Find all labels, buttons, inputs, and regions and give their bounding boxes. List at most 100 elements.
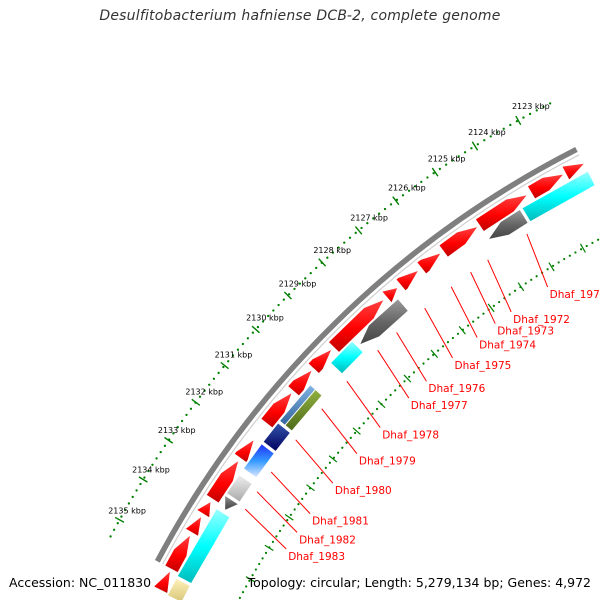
outer-dot-mark <box>109 535 112 538</box>
inner-dot-mark <box>432 353 435 356</box>
inner-dot-mark <box>282 524 285 527</box>
inner-dot-mark <box>362 422 365 425</box>
gene-leader-line <box>270 471 311 514</box>
tick-ring: 2123 kbp 2124 kbp 2125 kbp 2126 kbp 2127 kbp… <box>108 102 600 599</box>
outer-dot-mark <box>432 172 435 175</box>
genome-backbone <box>154 147 578 563</box>
inner-dot-mark <box>389 393 392 397</box>
inner-dot-mark <box>456 332 460 335</box>
tick-label: 2129 kbp <box>279 279 317 288</box>
map-title: Desulfitobacterium hafniense DCB-2, comp… <box>99 8 501 24</box>
inner-dot-mark <box>353 431 357 435</box>
outer-dot-mark <box>463 151 467 154</box>
outer-tick-mark <box>220 361 229 370</box>
outer-tick-mark <box>114 516 125 523</box>
inner-dot-mark <box>585 244 588 248</box>
inner-dot-mark <box>258 562 261 566</box>
outer-dot-mark <box>120 515 123 518</box>
gene-leader-line <box>377 349 410 399</box>
inner-tick-mark <box>284 514 294 521</box>
inner-dot-mark <box>579 248 583 251</box>
cds-block <box>417 253 441 274</box>
outer-dot-mark <box>172 432 175 435</box>
outer-dot-mark <box>176 426 179 429</box>
outer-dot-mark <box>535 109 538 112</box>
cds-block <box>154 571 170 593</box>
outer-dot-mark <box>163 444 167 447</box>
inner-dot-mark <box>477 316 480 319</box>
outer-dot-mark <box>227 360 230 363</box>
outer-dot-mark <box>331 251 335 254</box>
gene-leader-line <box>256 491 298 533</box>
inner-dot-mark <box>261 557 264 560</box>
inner-dot-mark <box>345 441 348 444</box>
inner-dot-mark <box>312 482 315 485</box>
inner-dot-mark <box>251 574 254 577</box>
inner-tick-mark <box>517 282 525 292</box>
outer-dot-mark <box>222 365 225 369</box>
gene-leader-line <box>321 408 358 454</box>
outer-dot-mark <box>256 325 260 329</box>
feature-block-navy <box>263 423 290 451</box>
cds-block <box>185 517 202 536</box>
gene-label: Dhaf_1979 <box>359 456 416 468</box>
inner-tick-mark <box>264 544 274 552</box>
inner-dot-mark <box>422 362 425 365</box>
inner-dot-mark <box>557 261 560 264</box>
inner-dot-mark <box>412 371 416 374</box>
cds-block <box>439 227 478 257</box>
cds-block <box>308 350 332 374</box>
outer-dot-mark <box>277 303 280 307</box>
outer-dot-mark <box>151 463 154 466</box>
inner-dot-mark <box>301 497 304 500</box>
inner-tick-mark <box>245 576 255 583</box>
outer-dot-mark <box>389 203 393 206</box>
outer-dot-mark <box>159 450 162 454</box>
cds-block <box>165 535 190 573</box>
gene-label: Dhaf_1978 <box>382 430 439 442</box>
inner-tick-mark <box>306 484 315 492</box>
gene-leader-line <box>396 332 427 382</box>
outer-dot-mark <box>509 123 512 127</box>
inner-dot-mark <box>375 407 379 411</box>
feature-block-olive <box>285 390 322 431</box>
outer-dot-mark <box>309 271 312 275</box>
feature-block-cyan <box>177 509 230 583</box>
tick-label: 2123 kbp <box>512 102 550 111</box>
inner-dot-mark <box>552 264 555 267</box>
inner-dot-mark <box>513 289 517 292</box>
feature-block-blue <box>243 444 274 478</box>
inner-dot-mark <box>574 251 577 254</box>
inner-dot-mark <box>304 492 308 495</box>
feature-block-lightgrey <box>227 475 252 502</box>
outer-dot-mark <box>180 419 184 423</box>
outer-dot-mark <box>236 348 240 351</box>
inner-dot-mark <box>341 446 344 449</box>
inner-dot-mark <box>535 275 538 278</box>
outer-tick-mark <box>471 141 479 151</box>
tick-label: 2133 kbp <box>158 426 196 435</box>
inner-dot-mark <box>349 436 352 439</box>
inner-dot-mark <box>271 540 275 543</box>
accession-label: Accession: NC_011830 <box>9 575 152 590</box>
feature-block-steel <box>280 385 315 425</box>
cds-block <box>197 502 211 518</box>
inner-dot-mark <box>492 304 495 307</box>
outer-dot-mark <box>483 139 486 142</box>
inner-dot-mark <box>286 519 289 522</box>
outer-dot-mark <box>287 293 291 296</box>
inner-dot-mark <box>316 476 319 480</box>
outer-dot-mark <box>315 266 318 270</box>
outer-dot-mark <box>470 147 473 150</box>
inner-tick-mark <box>487 303 495 313</box>
outer-dot-mark <box>522 116 525 119</box>
gene-label: Dhaf_1981 <box>312 516 369 528</box>
cds-block <box>328 300 384 352</box>
gene-label: Dhaf_1980 <box>335 485 392 497</box>
inner-dot-mark <box>248 579 251 582</box>
inner-dot-mark <box>394 389 397 392</box>
outer-dot-mark <box>112 528 116 531</box>
outer-dot-mark <box>360 226 363 230</box>
gene-leader-line <box>470 271 496 324</box>
outer-dot-mark <box>457 155 460 158</box>
